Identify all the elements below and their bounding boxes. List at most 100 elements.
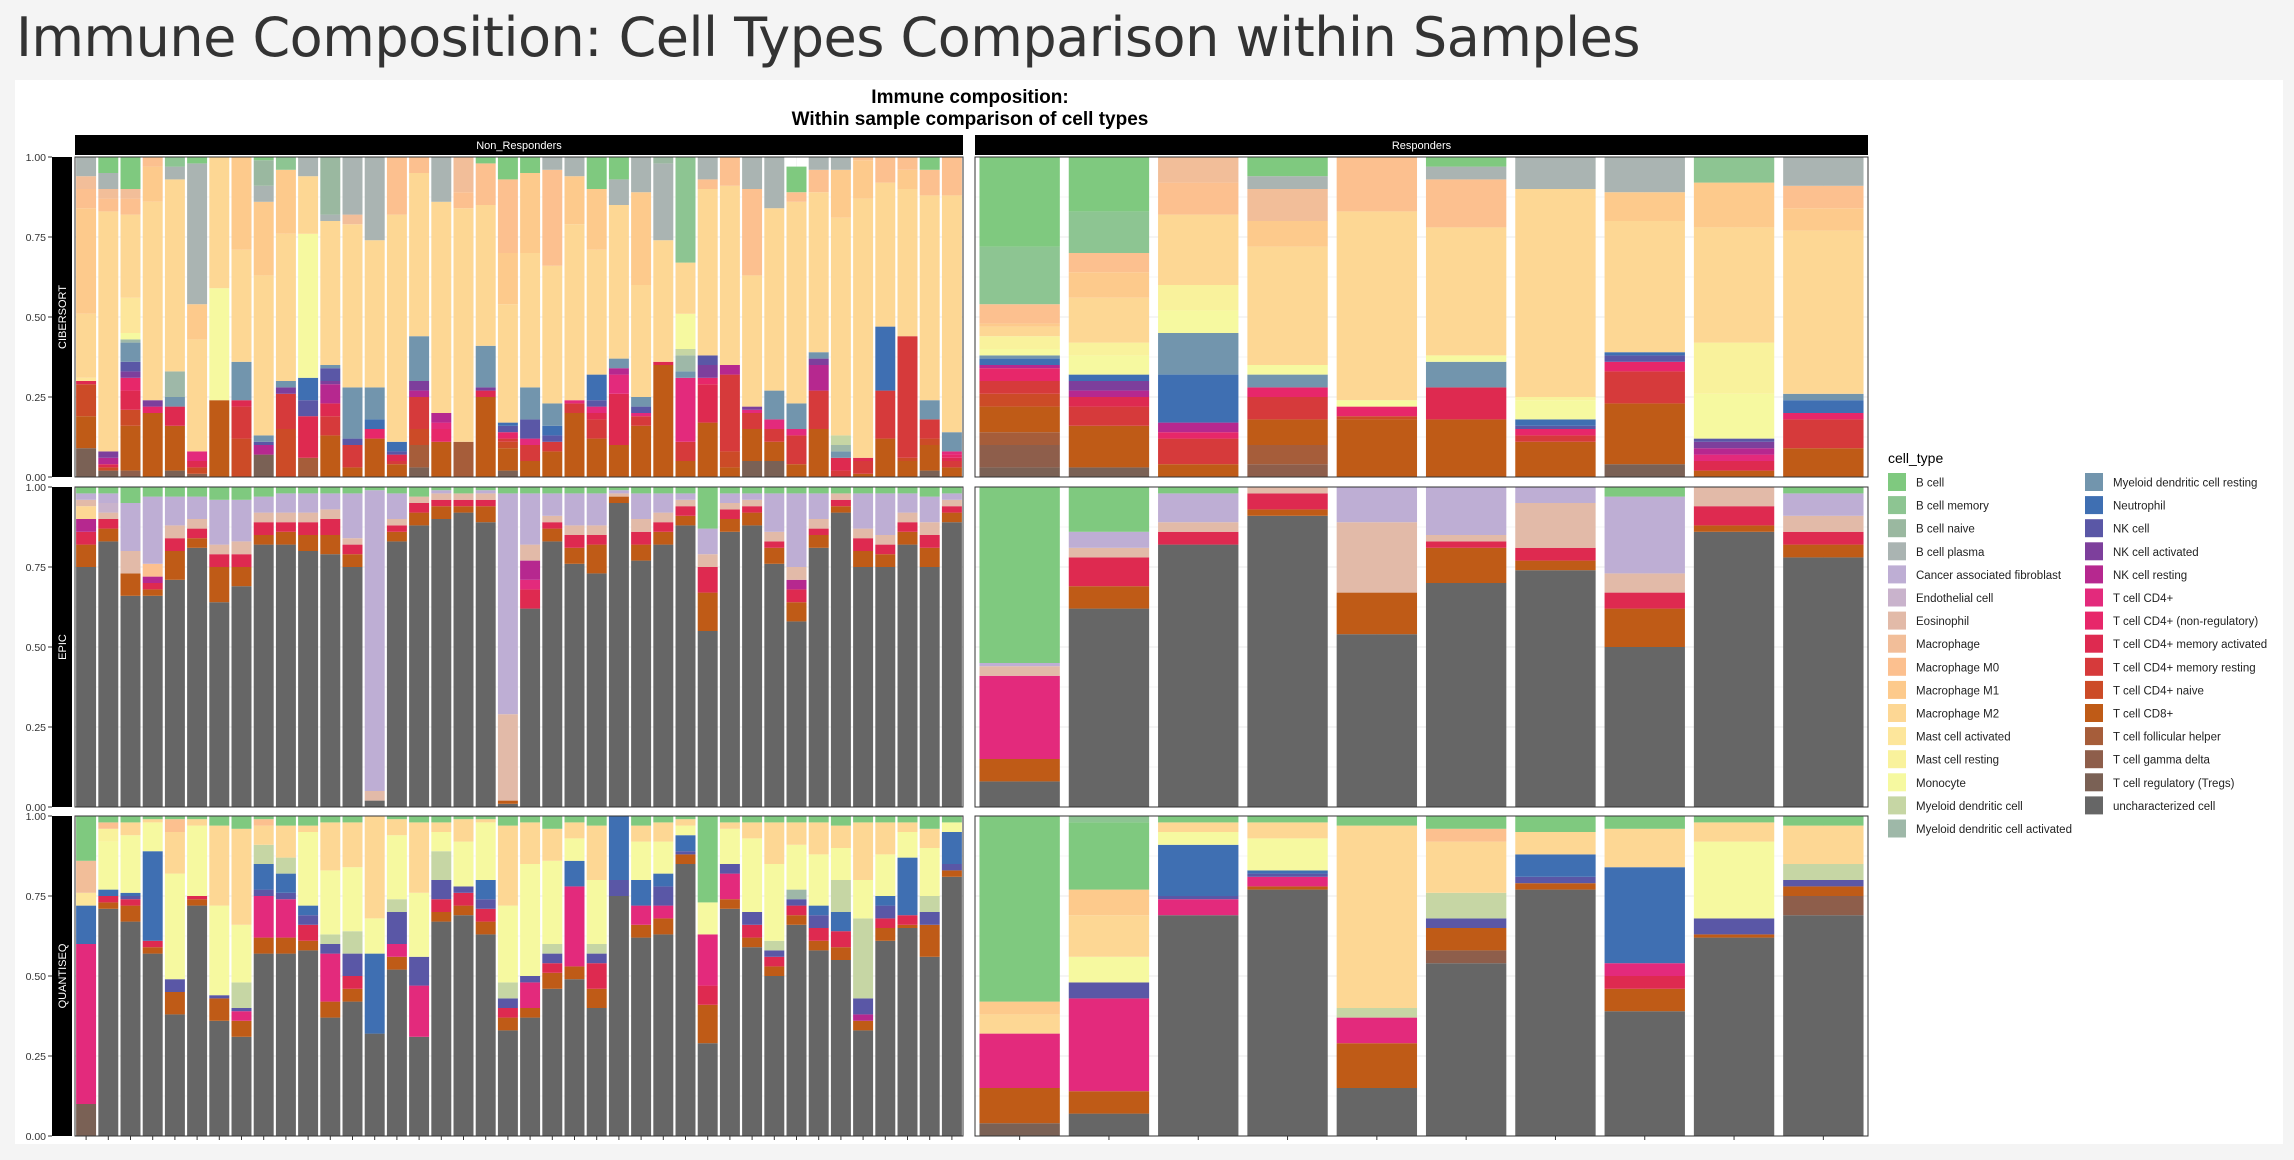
bar-segment [764, 950, 785, 957]
legend-label: B cell [1916, 478, 1944, 490]
bar-segment [253, 435, 274, 442]
bar-segment [475, 819, 496, 823]
bar-segment [253, 275, 274, 436]
bar-segment [764, 547, 785, 564]
bar-segment [786, 889, 807, 900]
bar-segment [120, 835, 141, 893]
bar-segment [497, 432, 518, 439]
bar-segment [897, 487, 918, 494]
bar-segment [1158, 310, 1239, 333]
row-strip-label: EPIC [57, 634, 69, 660]
bar-segment [1425, 547, 1507, 583]
legend-swatch [2085, 588, 2103, 607]
bar-segment [187, 451, 208, 461]
bar-segment [275, 512, 296, 523]
bar-segment [520, 461, 541, 477]
bar-segment [941, 157, 962, 196]
bar-segment [742, 413, 763, 429]
bar-segment [253, 953, 274, 1136]
legend-label: Mast cell resting [1916, 755, 1999, 767]
bar-segment [653, 365, 674, 477]
panel-epic-non-responders [74, 486, 964, 808]
bar-segment [342, 953, 363, 976]
bar-segment [76, 493, 97, 500]
bar-segment [1247, 374, 1328, 388]
legend-swatch [1888, 796, 1906, 815]
bar-segment [764, 493, 785, 532]
bar-segment [808, 905, 829, 916]
y-tick-label: 0.25 [26, 1051, 47, 1063]
bar-segment [120, 361, 141, 372]
bar-segment [364, 953, 385, 1034]
bar-segment [608, 358, 629, 369]
bar-segment [453, 157, 474, 193]
bar-segment [830, 470, 851, 477]
bar-segment [98, 457, 119, 465]
bar-segment [697, 1043, 718, 1136]
bar-segment [764, 956, 785, 967]
bar-segment [1068, 586, 1150, 609]
panel-border [974, 156, 1869, 478]
panel-border [74, 156, 964, 478]
bar-segment [164, 371, 185, 397]
bar-segment [1247, 886, 1328, 890]
bar-segment [409, 157, 430, 173]
bar-segment [187, 819, 208, 826]
bar-segment [386, 819, 407, 836]
bar-segment [786, 464, 807, 477]
bar-segment [187, 816, 208, 820]
bar-segment [453, 886, 474, 893]
bar-segment [320, 554, 341, 807]
bar-segment [1158, 915, 1239, 1136]
bar-segment [76, 1104, 97, 1136]
bar-segment [786, 579, 807, 590]
bar-segment [742, 506, 763, 513]
bar-segment [941, 451, 962, 455]
bar-segment [275, 953, 296, 1136]
bar-segment [631, 841, 652, 880]
legend-label: T cell CD4+ memory activated [2113, 639, 2267, 651]
bar-segment [697, 384, 718, 423]
bar-segment [253, 864, 274, 890]
bar-segment [764, 864, 785, 941]
bar-segment [742, 189, 763, 276]
bar-segment [586, 406, 607, 413]
bar-segment [1515, 889, 1596, 1136]
row-strip-cibersort [52, 157, 72, 477]
bar-segment [764, 563, 785, 807]
bar-segment [253, 825, 274, 845]
bar-segment [853, 1014, 874, 1021]
bar-segment [1158, 182, 1239, 215]
bar-segment [875, 928, 896, 941]
bar-segment [164, 538, 185, 551]
bar-segment [542, 541, 563, 807]
bar-segment [1068, 998, 1150, 1092]
panel-border [974, 815, 1869, 1137]
bar-segment [1515, 435, 1596, 442]
bar-segment [719, 185, 740, 365]
bar-segment [979, 1033, 1060, 1088]
bar-segment [475, 499, 496, 507]
bar-segment [542, 972, 563, 989]
bar-segment [853, 461, 874, 474]
bar-segment [542, 493, 563, 516]
bar-segment [875, 438, 896, 477]
bar-segment [76, 944, 97, 1104]
bar-segment [298, 512, 319, 523]
bar-segment [475, 908, 496, 922]
bar-segment [586, 413, 607, 420]
legend-items: B cell B cell memory B cell naive B cell pl… [1888, 473, 2267, 838]
bar-segment [520, 982, 541, 1008]
bar-segment [979, 467, 1060, 477]
bar-segment [520, 157, 541, 173]
bar-segment [98, 902, 119, 909]
bar-segment [919, 896, 940, 912]
column-strip-label: Responders [1392, 140, 1452, 152]
bar-segment [342, 493, 363, 539]
bar-segment [786, 816, 807, 823]
bar-segment [431, 506, 452, 519]
bar-segment [409, 445, 430, 468]
bar-segment [497, 304, 518, 423]
bar-segment [253, 512, 274, 523]
bar-segment [209, 567, 230, 603]
